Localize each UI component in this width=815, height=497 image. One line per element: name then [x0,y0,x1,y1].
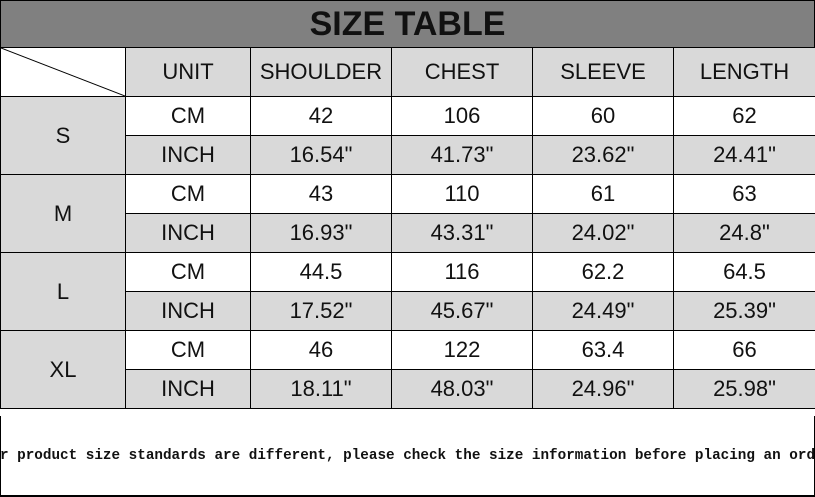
unit-cell: INCH [125,135,251,175]
size-label: XL [0,330,126,409]
value-cell: 24.49" [532,291,674,331]
unit-cell: INCH [125,213,251,253]
value-cell: 43.31" [391,213,533,253]
value-cell: 24.02" [532,213,674,253]
header-sleeve: SLEEVE [532,47,674,97]
value-cell: 45.67" [391,291,533,331]
value-cell: 16.93" [250,213,392,253]
value-cell: 122 [391,330,533,370]
value-cell: 62 [673,96,815,136]
value-cell: 23.62" [532,135,674,175]
value-cell: 66 [673,330,815,370]
value-cell: 63 [673,174,815,214]
size-label: S [0,96,126,175]
value-cell: 25.39" [673,291,815,331]
unit-cell: CM [125,330,251,370]
size-table: UNIT SHOULDER CHEST SLEEVE LENGTH S CM 42 1… [0,47,815,409]
value-cell: 44.5 [250,252,392,292]
header-row: UNIT SHOULDER CHEST SLEEVE LENGTH [0,47,815,97]
value-cell: 24.41" [673,135,815,175]
value-cell: 16.54" [250,135,392,175]
table-row: INCH 16.54" 41.73" 23.62" 24.41" [1,135,815,175]
table-title: SIZE TABLE [0,0,815,47]
table-row: L CM 44.5 116 62.2 64.5 [0,252,815,331]
value-cell: 25.98" [673,369,815,409]
table-row: INCH 18.11" 48.03" 24.96" 25.98" [1,369,815,409]
value-cell: 106 [391,96,533,136]
table-row: M CM 43 110 61 63 [0,174,815,253]
value-cell: 61 [532,174,674,214]
unit-cell: CM [125,252,251,292]
table-row: S CM 42 106 60 62 [0,96,815,175]
header-shoulder: SHOULDER [250,47,392,97]
value-cell: 63.4 [532,330,674,370]
value-cell: 116 [391,252,533,292]
value-cell: 43 [250,174,392,214]
size-label: L [0,252,126,331]
value-cell: 18.11" [250,369,392,409]
value-cell: 42 [250,96,392,136]
value-cell: 24.8" [673,213,815,253]
value-cell: 24.96" [532,369,674,409]
unit-cell: INCH [125,291,251,331]
value-cell: 46 [250,330,392,370]
header-chest: CHEST [391,47,533,97]
unit-cell: CM [125,174,251,214]
header-length: LENGTH [673,47,815,97]
table-row: INCH 16.93" 43.31" 24.02" 24.8" [1,213,815,253]
header-unit: UNIT [125,47,251,97]
footer-note: Our product size standards are different… [0,416,815,497]
value-cell: 110 [391,174,533,214]
size-label: M [0,174,126,253]
value-cell: 48.03" [391,369,533,409]
value-cell: 17.52" [250,291,392,331]
value-cell: 60 [532,96,674,136]
value-cell: 64.5 [673,252,815,292]
value-cell: 41.73" [391,135,533,175]
unit-cell: CM [125,96,251,136]
table-row: XL CM 46 122 63.4 66 [0,330,815,409]
corner-cell [0,47,126,97]
value-cell: 62.2 [532,252,674,292]
unit-cell: INCH [125,369,251,409]
